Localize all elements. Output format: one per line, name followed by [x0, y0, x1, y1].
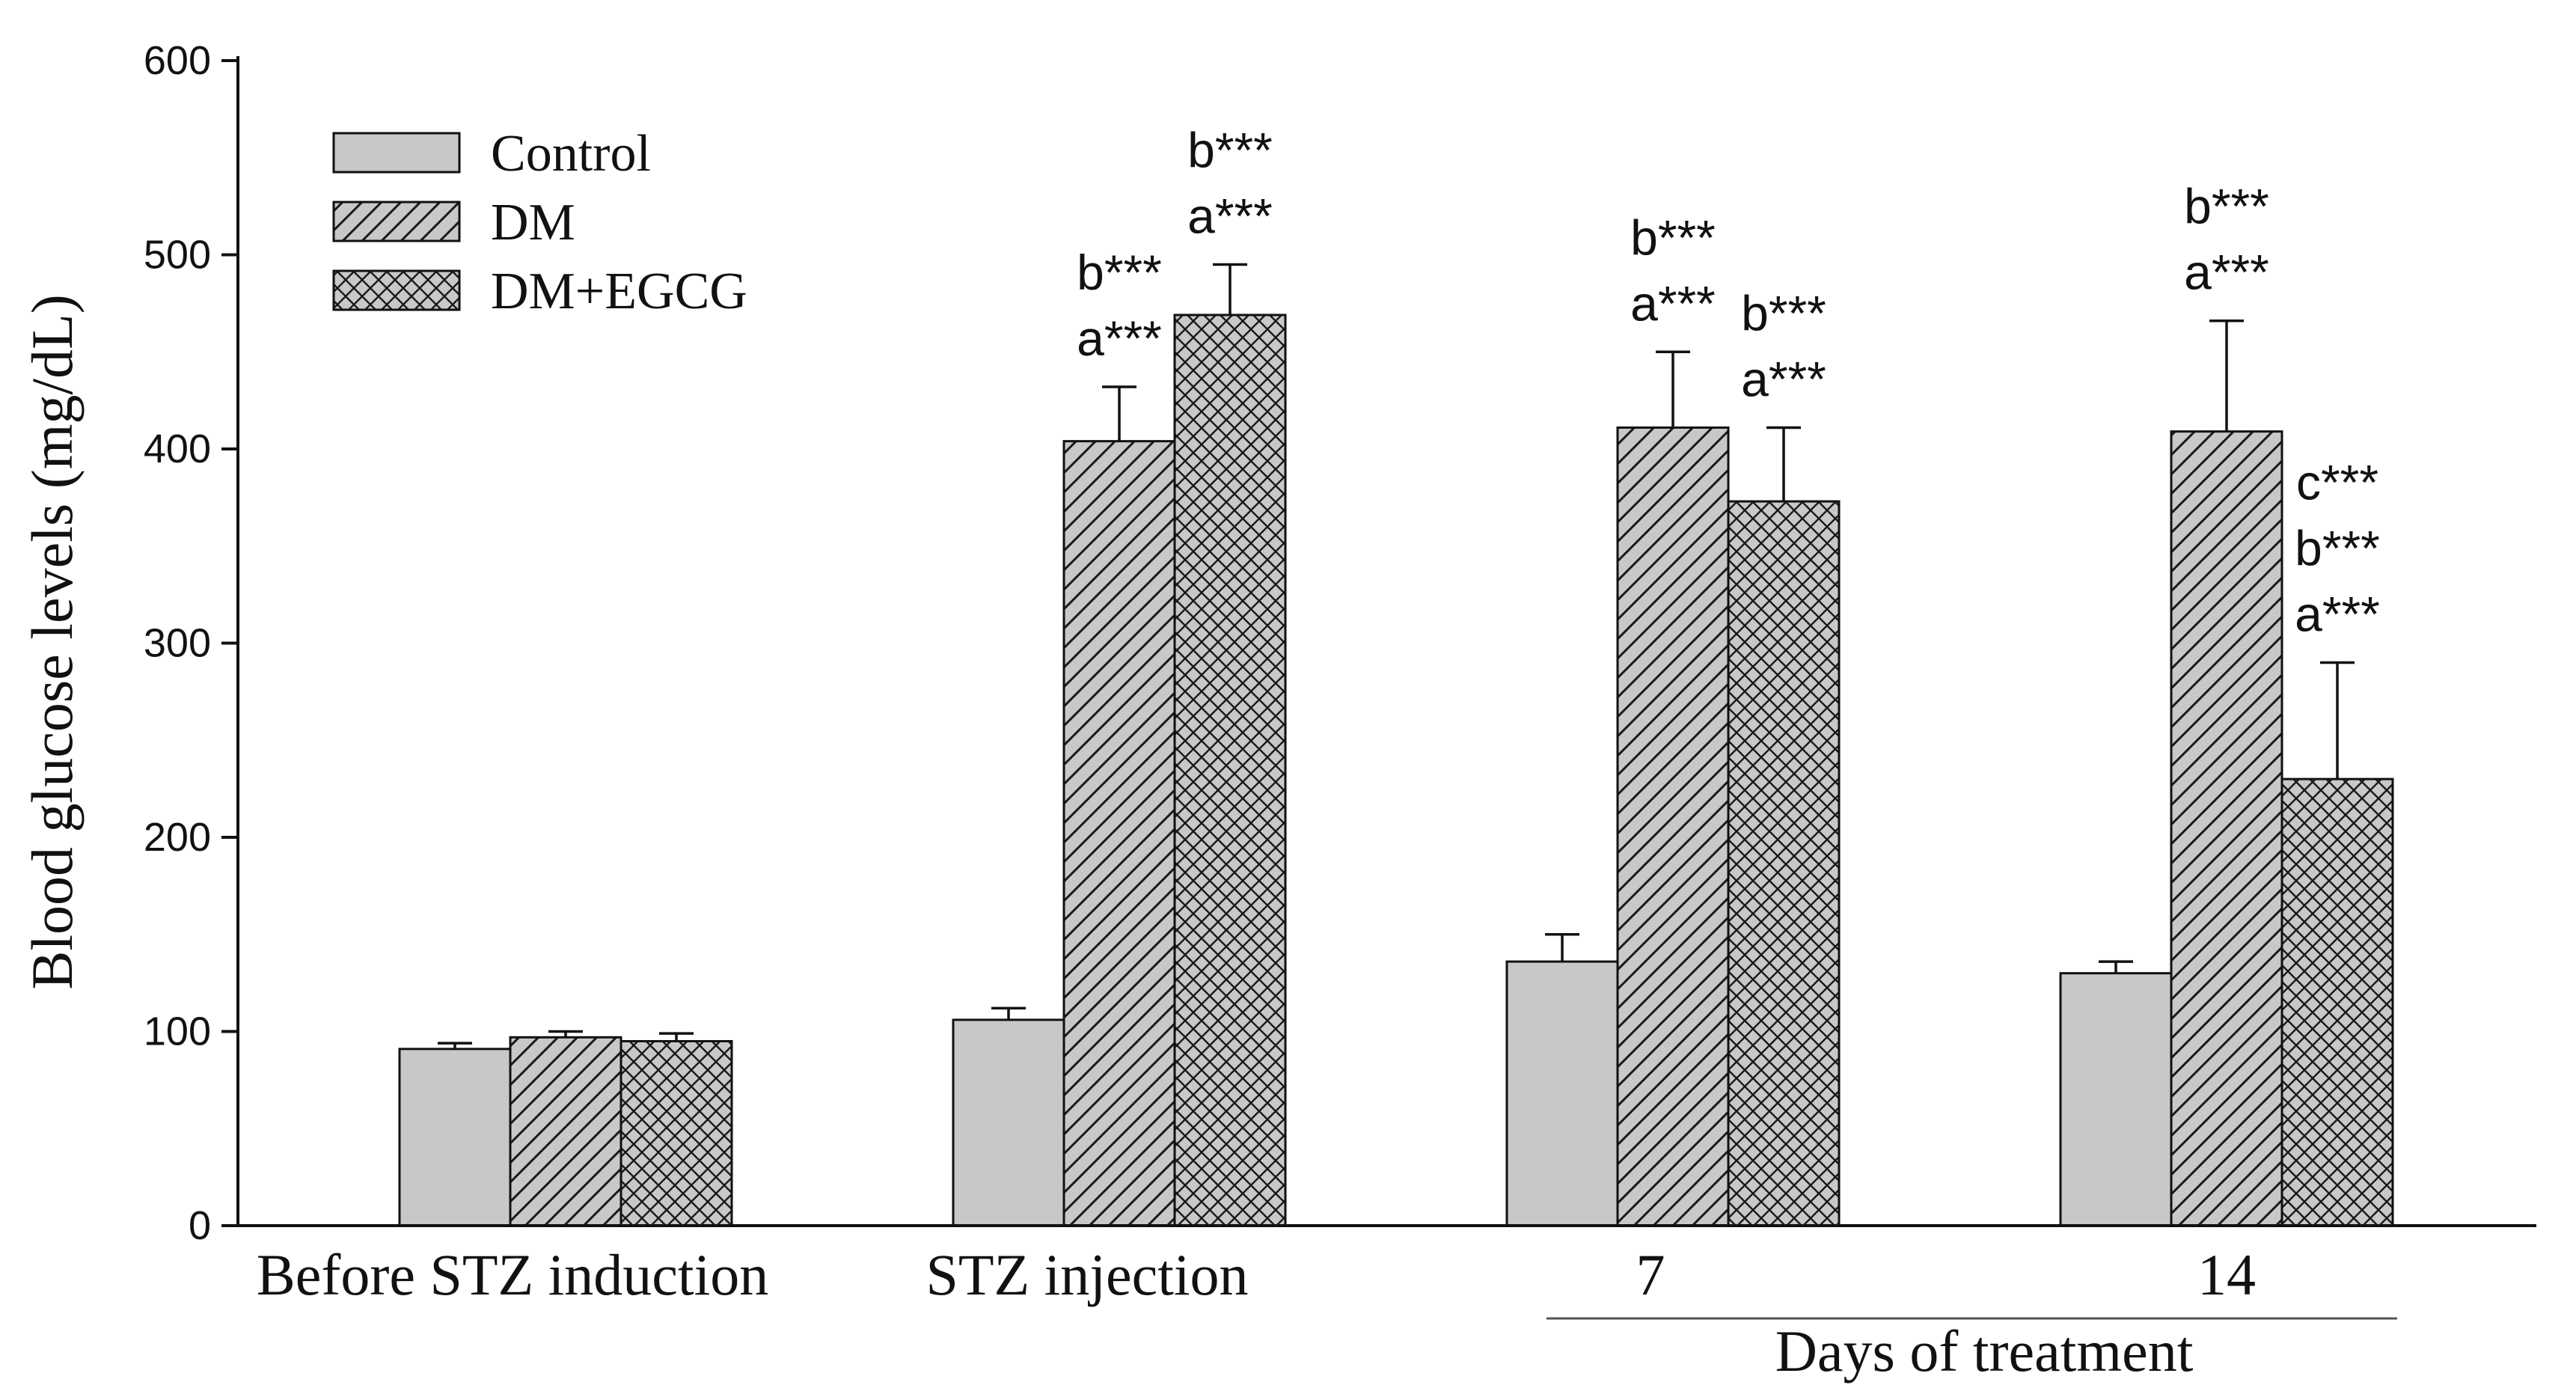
annotation-4-line-1: a*** — [2184, 245, 2269, 300]
y-tick-label-4: 400 — [144, 427, 211, 471]
annotation-1-line-1: a*** — [1187, 188, 1273, 243]
annotation-3-line-0: b*** — [1741, 285, 1826, 340]
annotation-5-line-2: a*** — [2295, 586, 2380, 641]
annotation-3-line-1: a*** — [1741, 351, 1826, 406]
y-tick-label-6: 600 — [144, 38, 211, 83]
legend-swatch-0 — [332, 132, 461, 174]
annotation-0-line-1: a*** — [1077, 311, 1162, 366]
bar-dm-egcg-0 — [619, 1039, 733, 1227]
legend-label-0: Control — [491, 125, 651, 183]
x-category-label-0: Before STZ induction — [257, 1242, 769, 1307]
legend-swatch-1 — [332, 201, 461, 242]
x-category-label-1: STZ injection — [926, 1242, 1248, 1307]
bar-dm-egcg-3 — [2280, 777, 2394, 1227]
x-category-label-3: 14 — [2197, 1242, 2256, 1307]
annotation-2-line-1: a*** — [1630, 275, 1716, 331]
annotation-4-line-0: b*** — [2184, 179, 2269, 234]
bar-dm-egcg-2 — [1727, 500, 1841, 1227]
annotation-2-line-0: b*** — [1630, 210, 1716, 265]
bar-dm-egcg-1 — [1173, 314, 1287, 1227]
y-tick-label-3: 300 — [144, 621, 211, 666]
y-tick-label-0: 0 — [189, 1203, 211, 1248]
bar-dm-1 — [1062, 440, 1176, 1227]
bars-layer — [398, 314, 2394, 1227]
bar-control-2 — [1505, 960, 1619, 1227]
axes-layer: 0 100 200 300 400 500 600 Before STZ induction S… — [144, 38, 2536, 1320]
y-tick-label-5: 500 — [144, 233, 211, 278]
bar-control-1 — [952, 1018, 1065, 1227]
annotation-0-line-0: b*** — [1077, 245, 1162, 300]
legend-label-1: DM — [491, 194, 575, 251]
annotations-layer: b*** a*** b*** a*** b*** a*** b*** a*** b*** a***… — [1077, 122, 2380, 641]
error-bars-layer — [438, 263, 2355, 1049]
bar-control-3 — [2059, 972, 2173, 1227]
legend-swatch-2 — [332, 269, 461, 311]
annotation-5-line-1: b*** — [2295, 520, 2380, 575]
bar-dm-3 — [2170, 430, 2283, 1227]
annotation-1-line-0: b*** — [1187, 122, 1273, 177]
x-axis-group-label: Days of treatment — [1775, 1318, 2194, 1384]
y-tick-label-1: 100 — [144, 1009, 211, 1054]
bar-control-0 — [398, 1048, 512, 1227]
y-tick-label-2: 200 — [144, 815, 211, 860]
bar-dm-2 — [1616, 426, 1730, 1227]
annotation-5-line-0: c*** — [2296, 454, 2378, 510]
legend-label-2: DM+EGCG — [491, 263, 747, 320]
y-axis-label: Blood glucose levels (mg/dL) — [19, 294, 85, 989]
bar-dm-0 — [509, 1036, 622, 1227]
x-category-label-2: 7 — [1636, 1242, 1665, 1307]
legend: Control DM DM+EGCG — [332, 125, 747, 320]
